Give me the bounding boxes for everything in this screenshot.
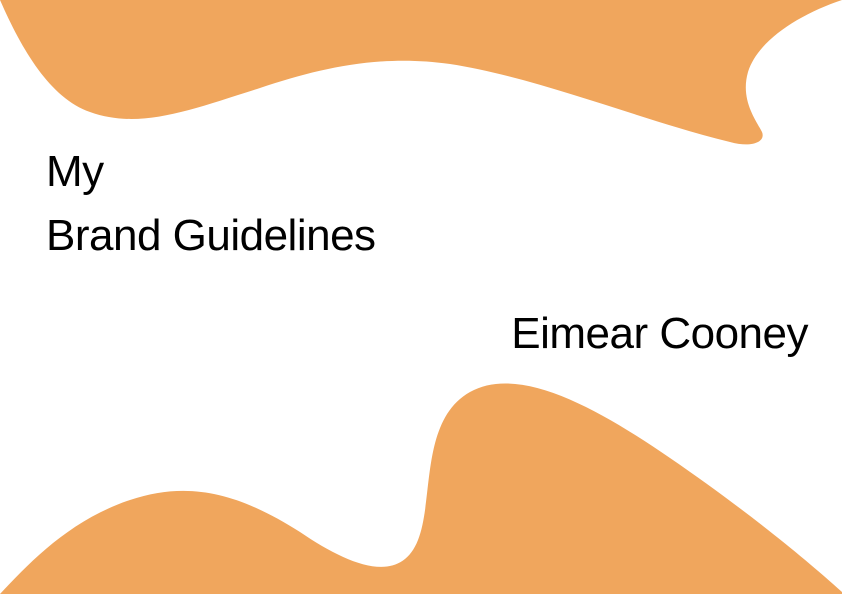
top-wave-shape [0,0,842,145]
author-name: Eimear Cooney [511,309,808,358]
title-line-2: Brand Guidelines [46,211,376,260]
bottom-wave-shape [0,383,842,594]
title-line-1: My [46,147,104,196]
document-title: My Brand Guidelines [46,140,376,268]
